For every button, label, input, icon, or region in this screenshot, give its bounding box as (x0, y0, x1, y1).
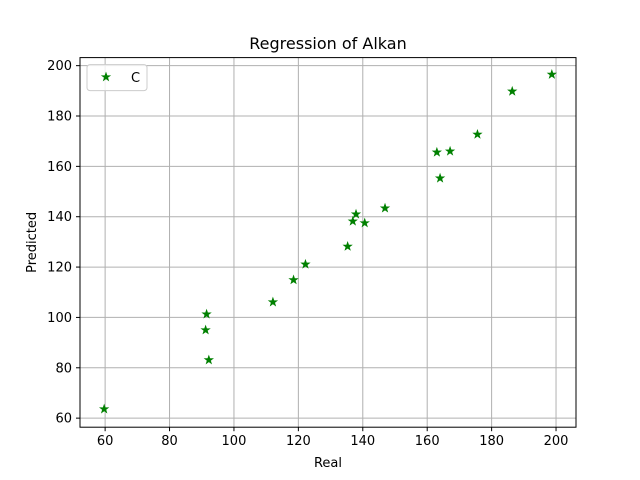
x-tick-label: 120 (286, 434, 311, 449)
y-tick-label: 140 (47, 210, 72, 225)
data-point (267, 296, 279, 307)
data-point (507, 85, 518, 96)
x-tick-label: 60 (97, 434, 114, 449)
data-point (350, 208, 362, 219)
y-tick-label: 120 (47, 261, 72, 276)
y-tick-label: 180 (47, 110, 72, 125)
data-point (342, 241, 353, 251)
data-point (203, 354, 214, 365)
x-axis-label: Real (314, 456, 342, 471)
legend-box (86, 64, 148, 92)
data-point (300, 258, 311, 269)
x-tick-label: 200 (544, 434, 569, 449)
plot-frame (79, 57, 577, 428)
x-tick-label: 140 (350, 434, 375, 449)
chart-title: Regression of Alkan (249, 34, 406, 53)
legend: C (86, 64, 148, 92)
y-tick-label: 200 (47, 59, 72, 74)
data-point (472, 128, 483, 139)
data-point (99, 403, 110, 414)
data-point (200, 324, 211, 335)
y-tick-label: 60 (55, 412, 72, 427)
x-tick-label: 160 (415, 434, 440, 449)
data-point (546, 69, 557, 79)
data-point (379, 202, 391, 213)
legend-star-marker (100, 71, 112, 82)
x-tick-label: 180 (479, 434, 504, 449)
data-point (201, 308, 212, 319)
grid (80, 57, 576, 428)
data-point (347, 215, 358, 226)
data-point (288, 274, 299, 285)
x-tick-label: 100 (222, 434, 247, 449)
data-point (431, 146, 443, 157)
x-tick-label: 80 (161, 434, 178, 449)
legend-label: C (131, 71, 140, 86)
data-point (434, 172, 446, 183)
y-axis-label: Predicted (25, 212, 40, 273)
data-point (444, 145, 456, 156)
y-tick-label: 80 (55, 361, 72, 376)
y-tick-label: 160 (47, 160, 72, 175)
scatter-points (99, 69, 557, 414)
axis-ticks: 60 80 100 120 140 160 180 200 60 80 100 120 140 160 18… (47, 59, 568, 449)
data-point (359, 217, 370, 228)
y-tick-label: 100 (47, 311, 72, 326)
